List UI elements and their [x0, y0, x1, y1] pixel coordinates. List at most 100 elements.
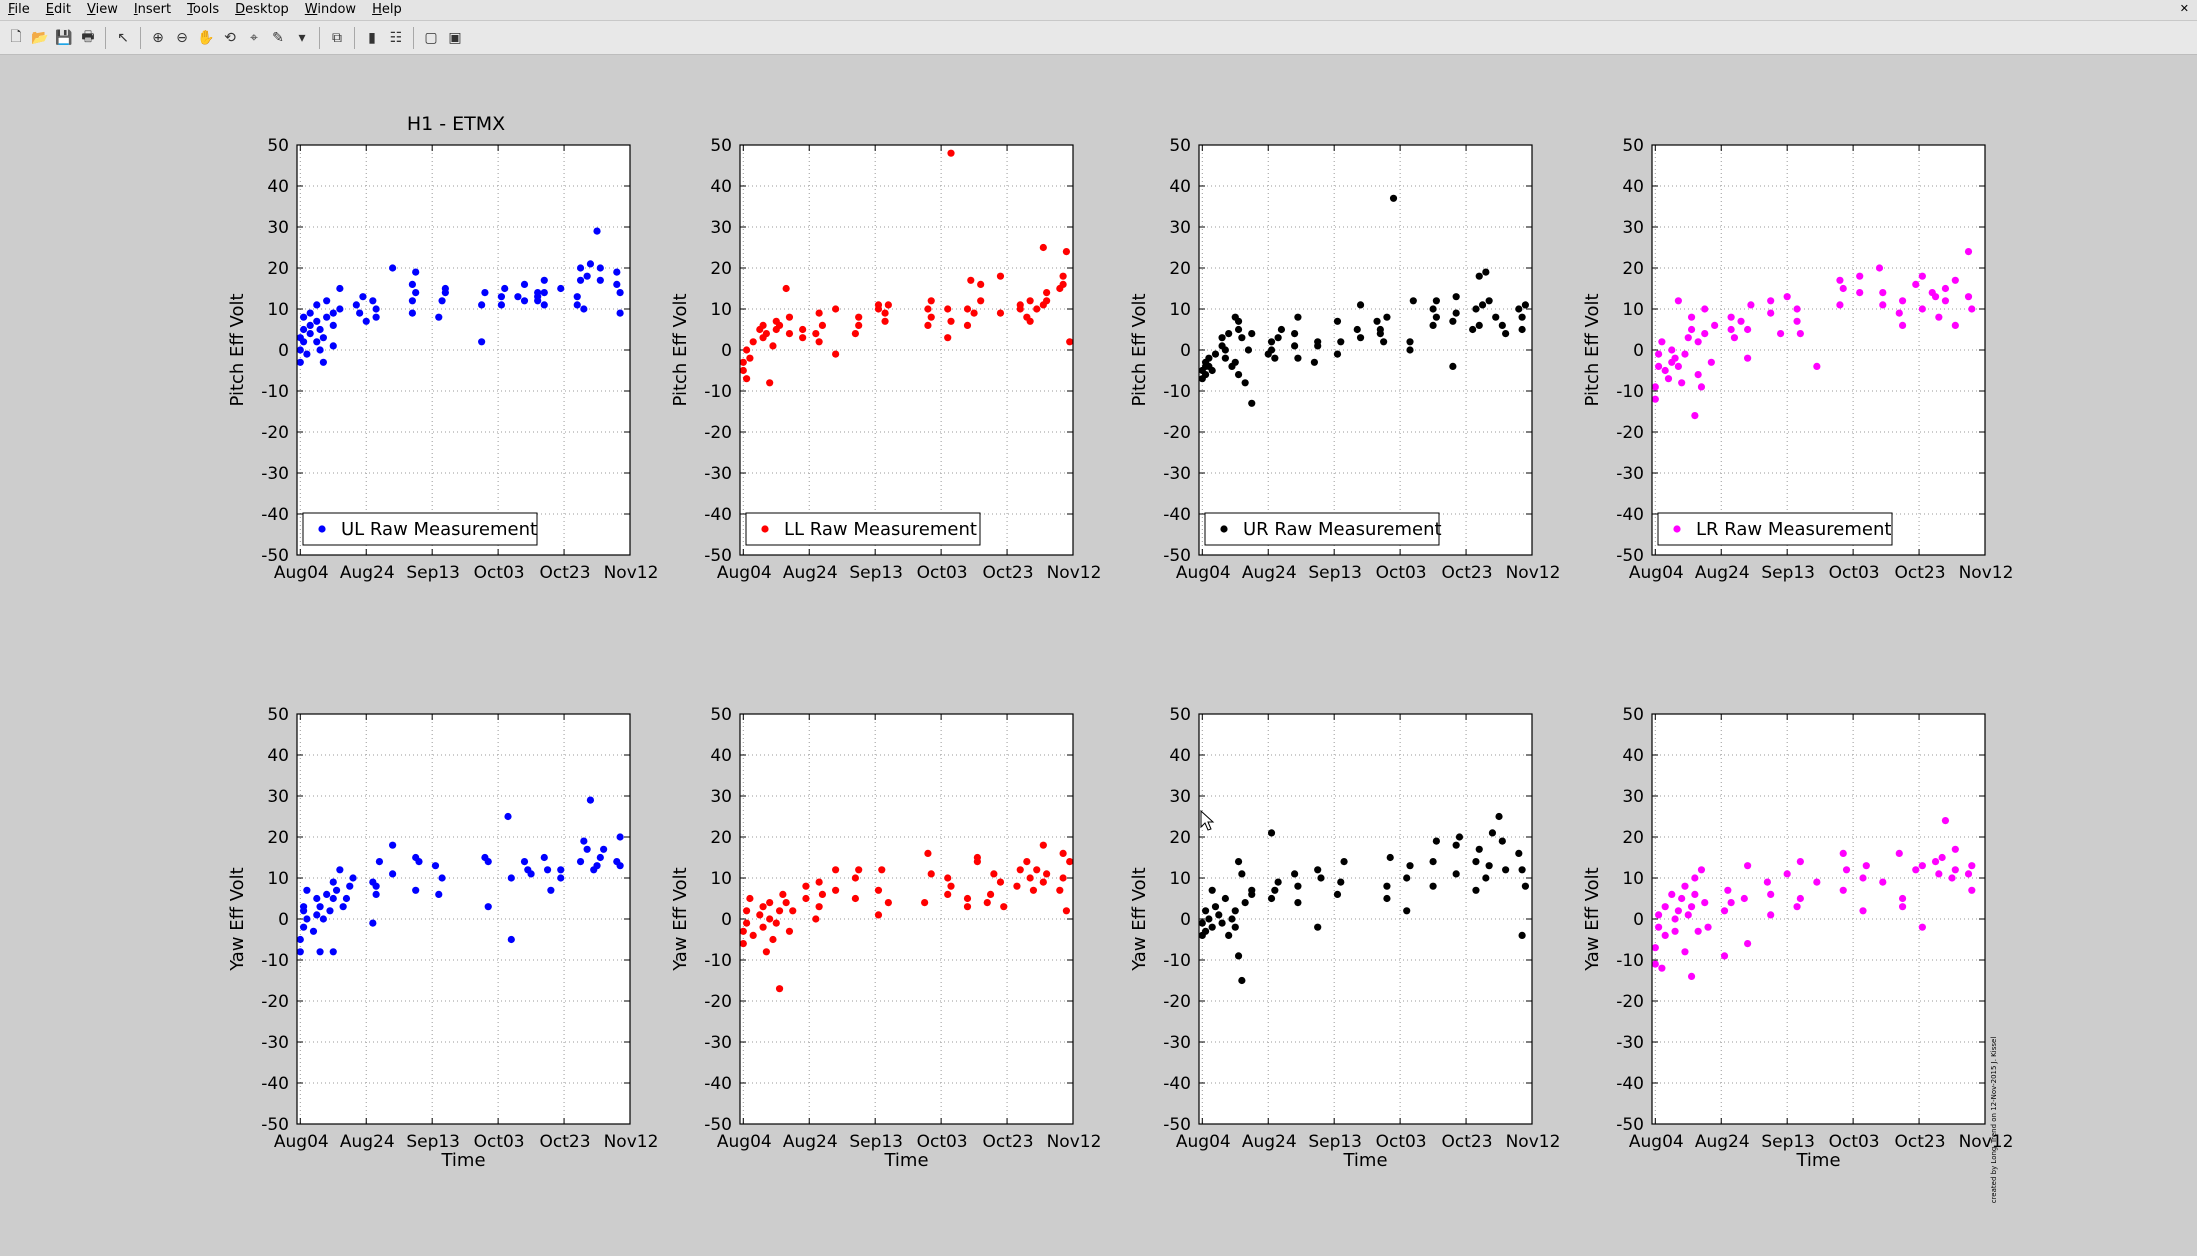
edit-plot-arrow-icon[interactable]: ↖	[117, 29, 129, 46]
show-plot-tools-icon[interactable]: ▣	[448, 29, 462, 46]
data-point	[596, 264, 604, 272]
x-tick-label: Oct23	[540, 1132, 591, 1152]
data-point	[1951, 321, 1959, 329]
data-point	[573, 293, 581, 301]
x-tick-label: Aug04	[717, 563, 772, 583]
brush-dropdown-icon[interactable]: ▾	[298, 29, 306, 46]
data-point	[1383, 882, 1391, 890]
data-point	[1201, 927, 1210, 935]
data-point	[1938, 853, 1946, 862]
data-point	[1697, 866, 1706, 874]
data-point	[1678, 379, 1686, 387]
data-cursor-icon[interactable]: ⌖	[250, 29, 258, 46]
brush-icon[interactable]: ✎	[272, 29, 284, 46]
data-point	[1475, 272, 1483, 280]
data-point	[1931, 858, 1940, 866]
legend[interactable]: LL Raw Measurement	[745, 512, 981, 546]
data-point	[749, 931, 757, 940]
axes-frame	[1198, 713, 1533, 1125]
data-point	[963, 305, 972, 313]
data-point	[802, 882, 810, 890]
legend-label: LL Raw Measurement	[784, 519, 977, 540]
data-point	[815, 309, 823, 317]
data-point	[1694, 338, 1702, 346]
print-icon[interactable]: 🖶	[81, 28, 95, 45]
data-point	[1403, 874, 1411, 882]
rotate-3d-icon[interactable]: ⟲	[224, 29, 236, 46]
open-file-icon[interactable]: 📂	[31, 29, 49, 46]
y-axis-label: Yaw Eff Volt	[1129, 867, 1150, 971]
hide-plot-tools-icon[interactable]: ▢	[424, 29, 438, 46]
data-point	[1234, 325, 1243, 334]
data-point	[1062, 907, 1071, 915]
data-point	[851, 330, 859, 338]
data-point	[593, 227, 601, 235]
data-point	[1238, 976, 1246, 985]
data-point	[504, 812, 512, 821]
link-plot-icon[interactable]: ⧉	[332, 29, 342, 46]
y-tick-label: 20	[1622, 828, 1644, 848]
data-point	[785, 313, 794, 321]
data-point	[580, 837, 588, 845]
insert-colorbar-icon[interactable]: ▮	[368, 29, 376, 46]
data-point	[1267, 894, 1276, 903]
pan-hand-icon[interactable]: ✋	[197, 29, 215, 46]
menu-bar: File Edit View Insert Tools Desktop Window Help…	[0, 0, 2197, 21]
data-point	[802, 894, 810, 903]
menu-edit[interactable]: Edit	[45, 2, 71, 17]
data-point	[1000, 903, 1008, 911]
data-point	[1668, 890, 1676, 899]
data-point	[369, 919, 377, 927]
data-point	[1201, 371, 1210, 379]
legend[interactable]: UR Raw Measurement	[1204, 512, 1442, 546]
zoom-in-icon[interactable]: ⊕	[152, 29, 164, 46]
data-point	[319, 358, 327, 366]
data-point	[576, 264, 585, 272]
y-tick-label: -40	[261, 1074, 289, 1094]
data-point	[1521, 301, 1530, 309]
y-tick-label: 0	[278, 341, 289, 361]
y-tick-label: -30	[261, 464, 289, 484]
menu-file[interactable]: File	[8, 2, 30, 17]
data-point	[963, 894, 972, 903]
y-tick-label: -50	[1616, 1115, 1644, 1135]
save-icon[interactable]: 💾	[55, 29, 73, 46]
legend-box	[745, 512, 981, 546]
menu-insert[interactable]: Insert	[133, 2, 172, 17]
y-tick-label: -10	[704, 951, 732, 971]
zoom-out-icon[interactable]: ⊖	[176, 29, 188, 46]
legend[interactable]: UL Raw Measurement	[302, 512, 538, 546]
menu-window[interactable]: Window	[304, 2, 357, 17]
data-point	[746, 354, 754, 362]
data-point	[369, 297, 377, 305]
new-figure-icon[interactable]: 🗋	[10, 28, 22, 45]
menu-desktop[interactable]: Desktop	[235, 2, 289, 17]
data-point	[1452, 870, 1460, 878]
data-point	[484, 903, 492, 911]
data-point	[1518, 313, 1526, 321]
data-point	[1783, 293, 1791, 301]
data-point	[1684, 334, 1692, 342]
menu-tools[interactable]: Tools	[187, 2, 220, 17]
plot-area	[740, 714, 1073, 1124]
y-tick-label: 40	[710, 177, 732, 197]
legend[interactable]: LR Raw Measurement	[1657, 512, 1893, 546]
data-point	[884, 301, 892, 309]
close-figure-icon[interactable]: ✕	[2179, 2, 2189, 15]
y-tick-label: -10	[1616, 382, 1644, 402]
data-point	[762, 330, 770, 338]
data-point	[1314, 866, 1322, 874]
menu-help[interactable]: Help	[372, 2, 402, 17]
data-point	[313, 301, 321, 309]
data-point	[583, 845, 591, 853]
data-point	[1813, 362, 1821, 370]
data-point	[342, 894, 351, 903]
data-point	[832, 350, 840, 358]
data-point	[1767, 309, 1775, 317]
menu-view[interactable]: View	[86, 2, 118, 17]
data-point	[329, 342, 337, 350]
plot-area	[297, 145, 630, 555]
insert-legend-icon[interactable]: ☷	[389, 29, 403, 46]
data-point	[1678, 894, 1686, 903]
data-point	[986, 890, 995, 899]
